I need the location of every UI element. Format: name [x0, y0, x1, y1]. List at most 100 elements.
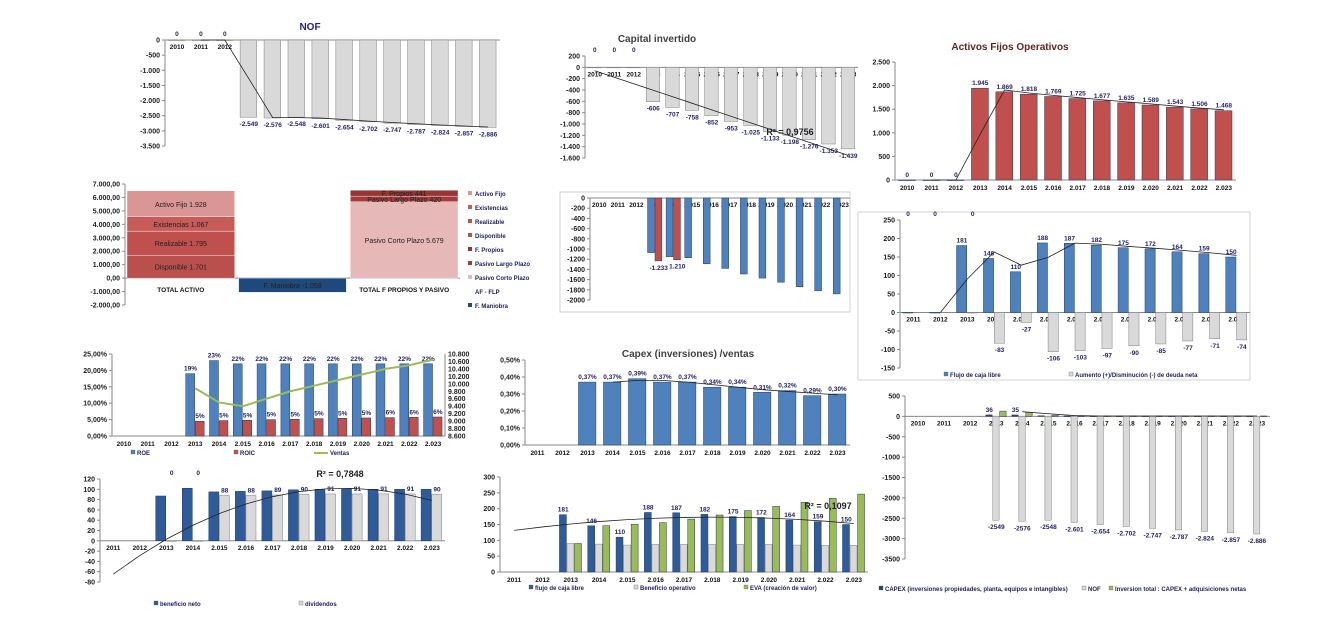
bar: [385, 417, 395, 437]
bar: [432, 416, 443, 437]
category-label: 2.023: [425, 441, 442, 448]
y-tick-label: 10,00%: [83, 401, 108, 408]
data-label: -27: [1022, 326, 1032, 333]
legend-swatch: [468, 275, 472, 279]
data-label: 0,34%: [703, 379, 722, 386]
legend-item: NOF: [1088, 587, 1101, 593]
data-label: 5%: [219, 413, 229, 420]
bar: [288, 489, 299, 542]
bar: [272, 494, 283, 542]
bar: [985, 414, 993, 417]
bar: [842, 524, 850, 573]
bar: [245, 495, 257, 542]
bar: [1020, 312, 1032, 323]
category-label: 2.020: [761, 577, 778, 584]
y2-tick-label: 8.800: [448, 426, 466, 433]
bar: [1044, 416, 1052, 521]
y-tick-label: 25,00%: [83, 352, 108, 359]
category-label: 2.022: [1191, 185, 1208, 192]
data-label: -2.857: [455, 131, 474, 138]
y2-tick-label: 10.600: [448, 359, 470, 366]
data-label: 175: [1118, 240, 1129, 247]
bar: [1201, 416, 1208, 532]
data-label: 159: [813, 514, 824, 521]
legend-item: AF - FLP: [475, 290, 500, 296]
segment-label: F. Propios 441: [382, 191, 427, 198]
y-tick-label: -3.500: [140, 144, 160, 151]
legend-item: beneficio neto: [160, 602, 201, 608]
data-label: -2.601: [1065, 526, 1084, 533]
bar: [235, 491, 246, 542]
category-label: 2.015: [619, 577, 636, 584]
y-tick-label: -1600: [567, 277, 585, 284]
data-label: -97: [1103, 352, 1113, 359]
bar: [1214, 110, 1233, 181]
bar: [1260, 415, 1268, 417]
data-label: 91: [354, 486, 362, 493]
y-tick-label: -3.000: [140, 128, 160, 135]
data-label: 88: [248, 487, 256, 494]
legend-swatch: [153, 600, 159, 606]
y-tick-label: -1.500: [140, 83, 160, 90]
legend-item: Activo Fijo: [475, 192, 506, 198]
category-label: 2.019: [330, 441, 347, 448]
bar: [367, 489, 379, 542]
category-label: 2012: [535, 577, 550, 584]
data-label: 1.210: [669, 264, 686, 271]
roe-chart: 25,00% 20,00% 15,00% 10,00% 5,00% 0,00% 2010 20…: [83, 352, 469, 458]
y-tick-label: -1200: [567, 257, 585, 264]
data-label: 6%: [386, 410, 396, 417]
bar: [800, 502, 809, 573]
category-label: 2.022: [817, 577, 834, 584]
legend-swatch: [1068, 371, 1074, 377]
category-label: 2.020: [344, 545, 361, 552]
bar: [1063, 243, 1075, 313]
category-label: 2.019: [729, 450, 746, 457]
y2-tick-label: 10.800: [448, 352, 470, 359]
y-tick-label: -400: [571, 216, 585, 223]
data-label: -2.702: [359, 126, 378, 133]
legend-item: Realizable: [475, 220, 505, 226]
data-label: 182: [699, 506, 710, 513]
data-label: -606: [647, 106, 660, 113]
y-tick-label: -200: [566, 76, 580, 83]
data-label: -74: [1237, 344, 1247, 351]
bar: [1096, 416, 1104, 525]
y-tick-label: -500: [886, 434, 900, 441]
bar: [983, 258, 994, 313]
y-tick-label: -600: [566, 99, 580, 106]
y-tick-label: 150: [883, 255, 895, 262]
data-label: 22%: [350, 356, 363, 363]
y-tick-label: -400: [566, 88, 580, 95]
bar: [679, 544, 688, 573]
y2-tick-label: 8.600: [448, 434, 466, 441]
segment-label: F. Maniobra -1.058: [263, 283, 321, 290]
data-label: 164: [784, 512, 795, 519]
legend-swatch: [1108, 585, 1114, 591]
y-tick-label: -3000: [882, 536, 900, 543]
data-label: -103: [1074, 355, 1087, 362]
category-label: 2012: [629, 202, 644, 209]
bar: [684, 67, 699, 111]
bar: [219, 495, 230, 542]
bar: [185, 373, 195, 437]
data-label: -2.857: [1222, 537, 1241, 544]
bar: [328, 363, 338, 437]
y-tick-label: 20,00%: [83, 368, 108, 375]
eva-chart: 300 250 200 150 100 50 0 2011 2012 2013 2014 2.015 2…: [483, 475, 868, 592]
bar: [651, 544, 660, 573]
y-tick-label: 6.000,00: [93, 195, 120, 202]
y-tick-label: 5.000,00: [93, 208, 120, 215]
deficit-chart: 0 -200 -400 -600 -800 -1000 -1200 -1400 -1600 -18…: [559, 191, 851, 313]
y-tick-label: 80: [87, 497, 95, 504]
data-label: 0,30%: [828, 386, 847, 393]
y-tick-label: 0,10%: [500, 426, 521, 433]
data-label: 0: [175, 31, 179, 38]
bar: [700, 514, 709, 573]
y-tick-label: -1.000: [140, 68, 160, 75]
bar: [1171, 251, 1183, 313]
y2-tick-label: 9.200: [448, 411, 466, 418]
bar: [192, 540, 204, 542]
y-tick-label: -50: [885, 329, 895, 336]
data-label: 0: [223, 31, 227, 38]
